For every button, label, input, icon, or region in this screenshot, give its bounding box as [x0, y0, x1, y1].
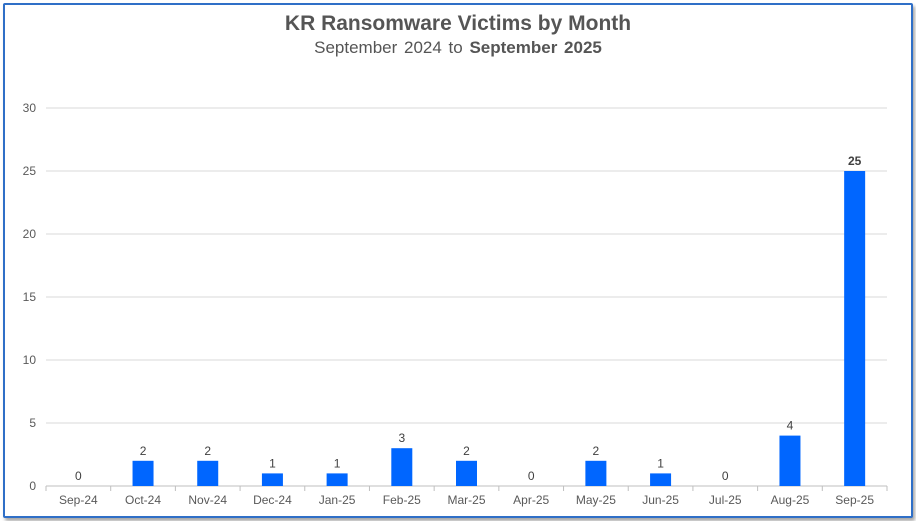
data-label: 25	[848, 154, 862, 168]
bar	[132, 460, 154, 486]
subtitle-start: September 2024	[314, 38, 442, 57]
x-tick-label: Jul-25	[709, 493, 742, 507]
bar	[844, 171, 866, 486]
y-tick-label: 15	[23, 290, 37, 304]
chart-frame	[3, 3, 913, 518]
y-tick-label: 25	[23, 164, 37, 178]
bar	[650, 473, 672, 486]
x-tick-label: Sep-25	[835, 493, 874, 507]
bar	[585, 460, 607, 486]
data-label: 3	[398, 431, 405, 445]
chart-subtitle: September 2024 to September 2025	[0, 38, 916, 58]
x-tick-label: Apr-25	[513, 493, 549, 507]
subtitle-connector: to	[448, 38, 463, 57]
data-label: 1	[334, 456, 341, 470]
y-tick-label: 0	[29, 479, 36, 493]
y-tick-label: 30	[23, 101, 37, 115]
bar	[391, 448, 413, 486]
y-tick-label: 20	[23, 227, 37, 241]
bar	[326, 473, 348, 486]
data-label: 2	[593, 444, 600, 458]
bar	[456, 460, 477, 486]
data-label: 2	[463, 444, 470, 458]
data-label: 2	[140, 444, 147, 458]
y-tick-label: 5	[29, 416, 36, 430]
x-tick-label: Aug-25	[771, 493, 810, 507]
data-label: 1	[657, 456, 664, 470]
data-label: 0	[722, 469, 729, 483]
chart-title: KR Ransomware Victims by Month	[284, 12, 632, 35]
x-tick-label: Jan-25	[319, 493, 356, 507]
y-tick-label: 10	[23, 353, 37, 367]
x-tick-label: Jun-25	[642, 493, 679, 507]
x-tick-label: Nov-24	[188, 493, 227, 507]
bar	[261, 473, 283, 486]
x-tick-label: May-25	[576, 493, 616, 507]
x-tick-label: Feb-25	[383, 493, 421, 507]
data-label: 1	[269, 456, 276, 470]
data-label: 0	[75, 469, 82, 483]
data-label: 2	[204, 444, 211, 458]
bar	[197, 460, 219, 486]
x-tick-label: Mar-25	[447, 493, 485, 507]
bar	[779, 435, 801, 486]
x-tick-label: Dec-24	[253, 493, 292, 507]
x-tick-label: Oct-24	[125, 493, 161, 507]
data-label: 4	[787, 419, 794, 433]
subtitle-end: September 2025	[469, 38, 602, 57]
data-label: 0	[528, 469, 535, 483]
x-tick-label: Sep-24	[59, 493, 98, 507]
